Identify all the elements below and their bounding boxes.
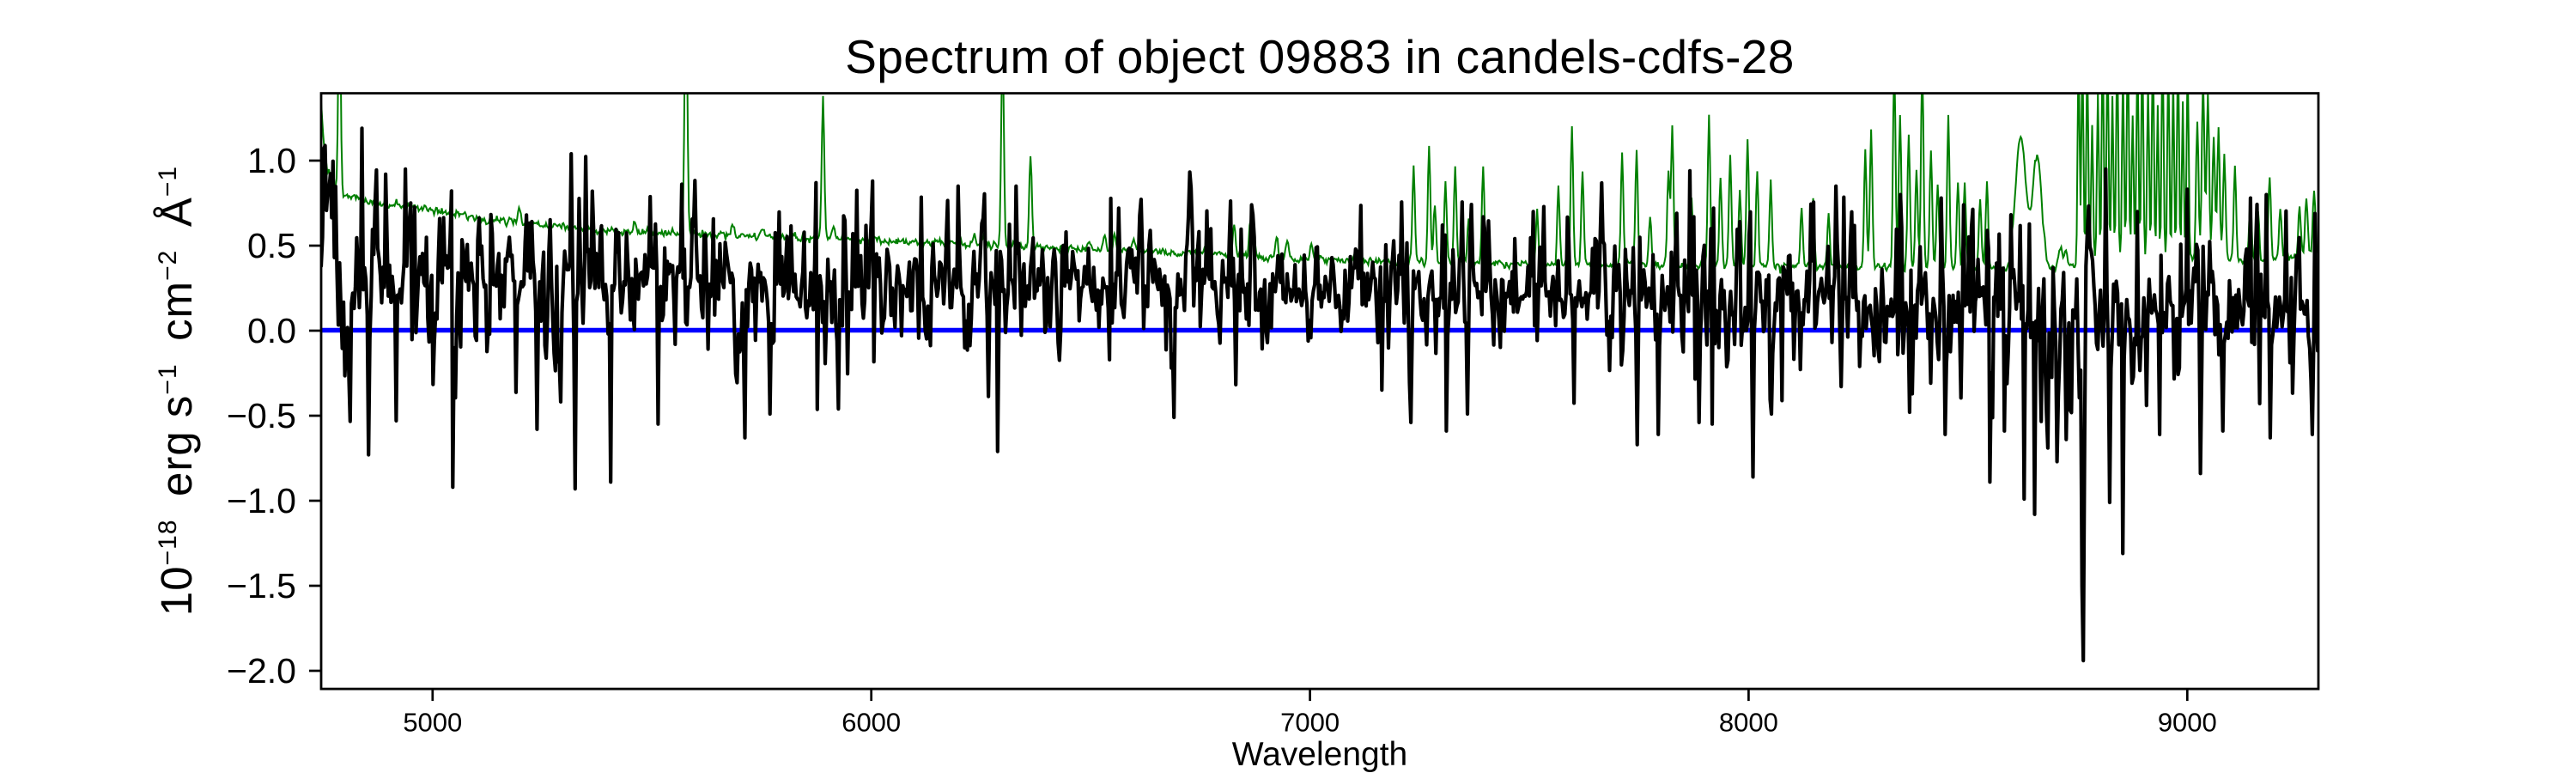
svg-text:−1.0: −1.0 bbox=[227, 481, 296, 520]
svg-text:Wavelength: Wavelength bbox=[1232, 736, 1408, 773]
svg-text:0.0: 0.0 bbox=[247, 311, 296, 350]
svg-text:0.5: 0.5 bbox=[247, 226, 296, 265]
svg-text:8000: 8000 bbox=[1719, 708, 1778, 738]
svg-text:10−18 erg s−1 cm−2 Å−1: 10−18 erg s−1 cm−2 Å−1 bbox=[152, 166, 201, 616]
svg-text:1.0: 1.0 bbox=[247, 141, 296, 180]
svg-text:Spectrum of object 09883 in ca: Spectrum of object 09883 in candels-cdfs… bbox=[845, 30, 1795, 83]
svg-text:−2.0: −2.0 bbox=[227, 651, 296, 691]
svg-text:5000: 5000 bbox=[403, 708, 462, 738]
svg-text:6000: 6000 bbox=[841, 708, 901, 738]
svg-text:7000: 7000 bbox=[1280, 708, 1340, 738]
svg-text:−1.5: −1.5 bbox=[227, 566, 296, 606]
svg-text:9000: 9000 bbox=[2158, 708, 2217, 738]
svg-text:−0.5: −0.5 bbox=[227, 396, 296, 435]
